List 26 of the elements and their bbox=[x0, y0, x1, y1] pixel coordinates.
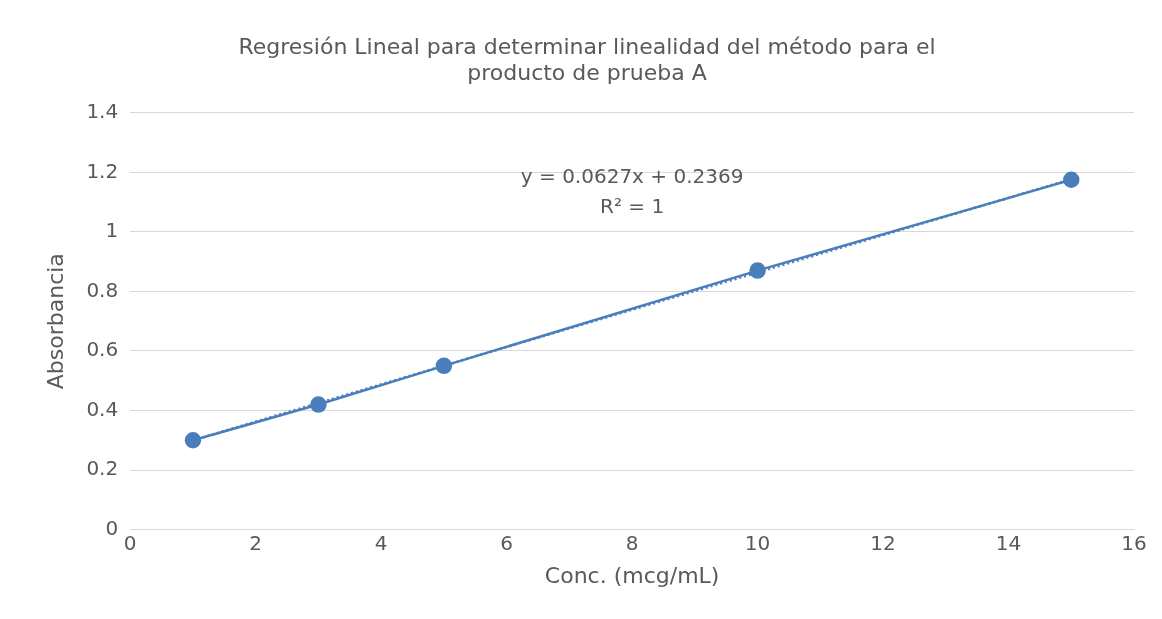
y-tick-label: 0.2 bbox=[86, 456, 119, 481]
point bbox=[435, 357, 453, 375]
y-tick-label: 0.6 bbox=[86, 337, 119, 362]
x-tick-label: 16 bbox=[1121, 530, 1147, 555]
point bbox=[184, 432, 202, 449]
y-tick-label: 1.4 bbox=[86, 99, 119, 123]
annotation: y = 0.0627x + 0.2369 bbox=[520, 164, 744, 188]
y-tick-label: 0.8 bbox=[86, 277, 119, 302]
x-tick-label: 8 bbox=[625, 530, 639, 555]
annotation: R² = 1 bbox=[600, 194, 665, 218]
point bbox=[749, 262, 766, 279]
x-tick-label: 14 bbox=[995, 530, 1022, 555]
y-tick-label: 0.4 bbox=[86, 396, 119, 421]
x-tick-label: 4 bbox=[374, 530, 388, 555]
x-tick-label: 2 bbox=[249, 530, 263, 555]
x-tick-label: 12 bbox=[870, 530, 896, 555]
chart-title: Regresión Lineal para determinar linealidad del método para el producto de prueba A bbox=[238, 33, 936, 86]
point bbox=[1063, 171, 1080, 189]
x-axis-title: Conc. (mcg/mL) bbox=[544, 562, 720, 588]
point bbox=[310, 396, 327, 413]
y-axis-title: Absorbancia bbox=[42, 253, 68, 390]
x-tick-label: 10 bbox=[744, 530, 771, 555]
y-tick-label: 1.2 bbox=[86, 158, 119, 183]
y-tick-label: 1 bbox=[105, 218, 119, 243]
x-tick-label: 0 bbox=[123, 530, 137, 555]
x-tick-label: 6 bbox=[500, 530, 513, 555]
